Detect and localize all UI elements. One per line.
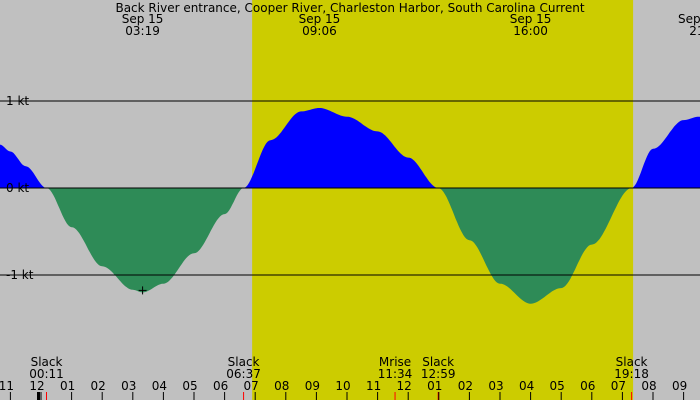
hour-label: 04: [152, 379, 167, 393]
event-label: Slack: [422, 355, 454, 369]
flood-area: [631, 116, 700, 188]
hour-label: 05: [182, 379, 197, 393]
hour-label: 03: [488, 379, 503, 393]
hour-label: 11: [366, 379, 381, 393]
y-tick-labels: 1 kt 0 kt -1 kt: [6, 94, 34, 282]
hour-label: 07: [611, 379, 626, 393]
top-date-label: Sep 15: [122, 12, 164, 26]
event-time-label: 00:11: [29, 367, 64, 381]
hour-label: 02: [458, 379, 473, 393]
event-label: Slack: [616, 355, 648, 369]
top-date-label: Sep 15: [510, 12, 552, 26]
hour-label: 10: [335, 379, 350, 393]
chart-title: Back River entrance, Cooper River, Charl…: [115, 1, 584, 15]
event-label: Mrise: [379, 355, 411, 369]
hour-label: 06: [213, 379, 228, 393]
hour-label: 06: [580, 379, 595, 393]
hour-label: 05: [550, 379, 565, 393]
ebb-area: [47, 188, 245, 293]
top-time-label: 16:00: [513, 24, 548, 38]
event-label: Slack: [31, 355, 63, 369]
y-tick-label: -1 kt: [6, 268, 34, 282]
hour-label: 07: [244, 379, 259, 393]
hour-label: 12: [29, 379, 44, 393]
ebb-area: [438, 188, 632, 304]
top-time-label: 21:: [689, 24, 700, 38]
event-time-label: 19:18: [614, 367, 649, 381]
hour-label: 01: [60, 379, 75, 393]
flood-area: [244, 108, 439, 188]
event-time-label: 11:34: [378, 367, 413, 381]
event-time-label: 06:37: [226, 367, 261, 381]
hour-axis: 11 12 01 02 03 04 05 06 07 08 09 10 11 12 01 02 03 04 05 06…: [0, 379, 687, 400]
event-labels: Slack00:11Slack06:37Mrise11:34Slack12:59…: [29, 355, 649, 400]
hour-label: 02: [91, 379, 106, 393]
hour-label: 09: [672, 379, 687, 393]
current-area-layer: [0, 108, 700, 304]
top-time-label: 09:06: [302, 24, 337, 38]
y-tick-label: 1 kt: [6, 94, 29, 108]
hour-label: 11: [0, 379, 14, 393]
midnight-marker: [37, 392, 40, 400]
extreme-marker: [138, 286, 147, 295]
flood-area: [0, 144, 48, 188]
hour-label: 01: [427, 379, 442, 393]
hour-label: 08: [641, 379, 656, 393]
hour-label: 03: [121, 379, 136, 393]
hour-label: 12: [397, 379, 412, 393]
hour-label: 09: [305, 379, 320, 393]
hour-label: 08: [274, 379, 289, 393]
event-time-label: 12:59: [421, 367, 456, 381]
top-date-label: Sep 15: [678, 12, 700, 26]
y-tick-label: 0 kt: [6, 181, 29, 195]
event-label: Slack: [228, 355, 260, 369]
gridlines: [0, 100, 700, 276]
top-date-label: Sep 15: [299, 12, 341, 26]
hour-label: 04: [519, 379, 534, 393]
top-time-label: 03:19: [125, 24, 160, 38]
